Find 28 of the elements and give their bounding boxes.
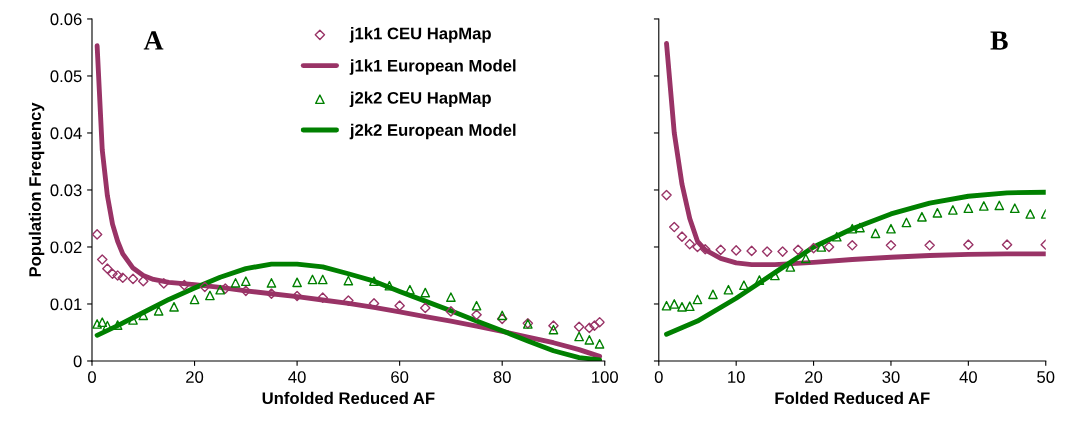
y-tick-label: 0.02: [50, 241, 82, 254]
x-tick-label: 100: [592, 371, 618, 383]
y-tick-label: 0.01: [50, 298, 82, 311]
x-tick-label: 10: [728, 371, 745, 383]
legend-label: j2k2 CEU HapMap: [349, 91, 491, 108]
y-tick-label: 0.03: [50, 184, 82, 197]
y-axis-title: Population Frequency: [28, 102, 45, 277]
y-tick-label: 0.04: [50, 127, 82, 140]
x-tick-label: 0: [654, 371, 663, 383]
annotation: A: [143, 31, 164, 50]
x-tick-label: 30: [882, 371, 900, 383]
x-tick-label: 40: [288, 371, 306, 383]
x-tick-label: 20: [186, 371, 204, 383]
annotation: B: [990, 31, 1008, 50]
legend-label: j1k1 CEU HapMap: [349, 27, 491, 43]
x-axis-title: Folded Reduced AF: [775, 391, 930, 405]
y-tick-label: 0: [73, 355, 82, 368]
x-tick-label: 50: [1037, 371, 1055, 383]
x-tick-label: 0: [88, 371, 96, 383]
x-tick-label: 60: [391, 371, 409, 383]
y-tick-label: 0.06: [50, 13, 82, 26]
y-tick-label: 0.05: [50, 70, 82, 83]
x-tick-label: 20: [805, 371, 823, 383]
legend-label: j2k2 European Model: [349, 123, 516, 140]
x-tick-label: 80: [493, 371, 511, 383]
legend-label: j1k1 European Model: [349, 59, 516, 75]
x-axis-title: Unfolded Reduced AF: [262, 391, 435, 405]
x-tick-label: 40: [959, 371, 977, 383]
